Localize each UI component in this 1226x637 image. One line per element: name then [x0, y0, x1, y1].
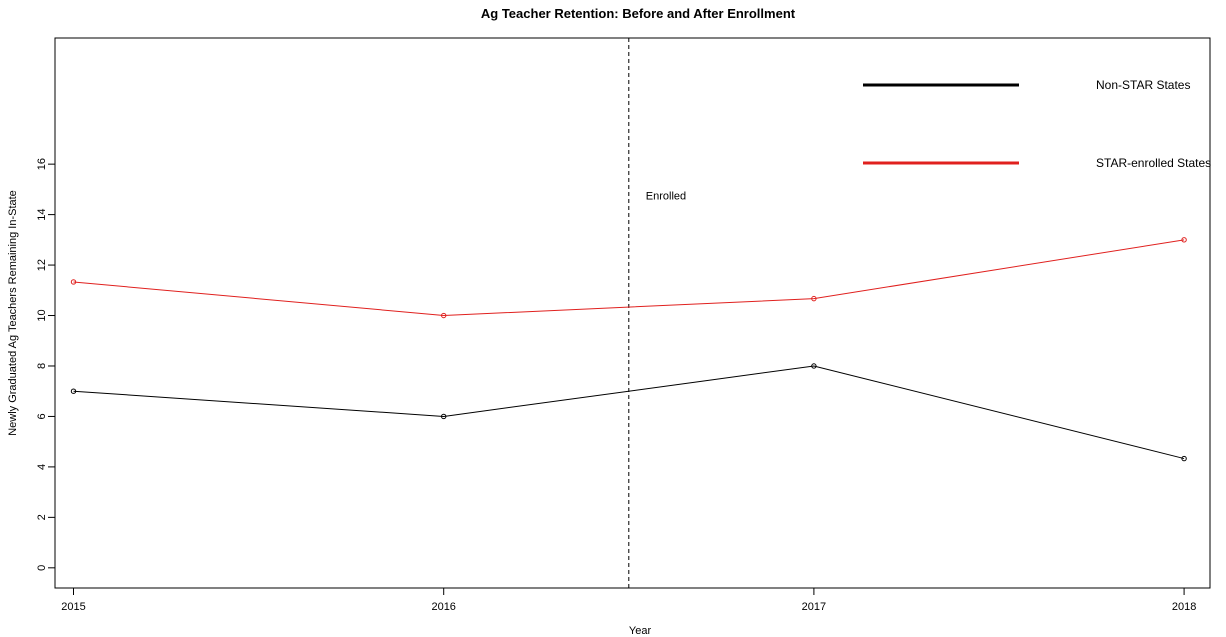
x-axis-label: Year [629, 625, 652, 637]
data-point [1181, 455, 1187, 462]
legend-label: STAR-enrolled States [1096, 156, 1211, 170]
annotations: Enrolled [628, 38, 686, 588]
data-point [441, 312, 447, 319]
series-line-1 [73, 239, 1185, 317]
series-group [70, 237, 1187, 462]
x-axis: 2015 2016 2017 2018 [61, 588, 1196, 613]
data-point [70, 279, 77, 285]
y-tick-label: 12 [36, 259, 48, 271]
series-line-0 [73, 365, 1185, 460]
data-point [1181, 237, 1187, 243]
y-axis: 0 2 4 6 8 10 12 14 16 [36, 158, 55, 571]
data-point [441, 413, 447, 420]
y-tick-label: 8 [36, 363, 48, 369]
chart-title: Ag Teacher Retention: Before and After E… [481, 6, 796, 21]
legend-label: Non-STAR States [1096, 78, 1190, 92]
y-axis-label: Newly Graduated Ag Teachers Remaining In… [7, 190, 19, 436]
data-point [70, 388, 77, 394]
x-tick-label: 2015 [61, 601, 85, 613]
data-point [811, 363, 817, 369]
x-tick-label: 2016 [431, 601, 455, 613]
y-tick-label: 10 [36, 309, 48, 321]
plot-frame [54, 37, 1211, 589]
data-point [811, 295, 817, 302]
y-tick-label: 6 [36, 413, 48, 419]
y-tick-label: 14 [36, 208, 48, 220]
y-tick-label: 2 [36, 514, 48, 520]
y-tick-label: 4 [36, 464, 48, 470]
y-tick-label: 16 [36, 158, 48, 170]
enrolled-label: Enrolled [646, 190, 686, 202]
legend: Non-STAR States STAR-enrolled States [863, 78, 1211, 170]
x-tick-label: 2017 [802, 601, 826, 613]
x-tick-label: 2018 [1172, 601, 1196, 613]
y-tick-label: 0 [36, 565, 48, 571]
